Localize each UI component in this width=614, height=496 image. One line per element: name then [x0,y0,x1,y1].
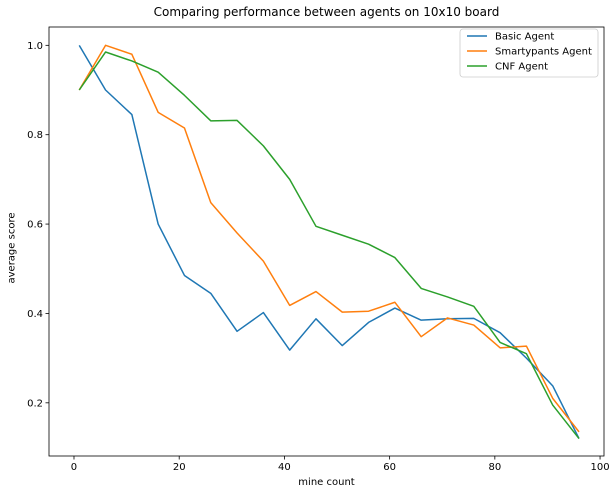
chart-title: Comparing performance between agents on … [153,5,500,19]
x-tick-label: 20 [173,462,186,473]
x-tick-label: 0 [71,462,77,473]
y-tick-label: 0.4 [27,309,43,320]
x-tick-label: 60 [383,462,396,473]
x-axis-label: mine count [298,477,355,488]
y-tick-label: 0.6 [27,220,43,231]
legend: Basic Agent Smartypants Agent CNF Agent [459,28,599,78]
legend-label-smartypants: Smartypants Agent [495,47,592,58]
legend-label-basic: Basic Agent [495,32,554,43]
plot-area-frame [48,26,605,457]
y-axis-label: average score [6,212,18,284]
legend-box [459,28,599,78]
series-line-basic [78,44,580,439]
x-tick-label: 40 [278,462,291,473]
x-tick-label: 100 [591,462,610,473]
y-tick-label: 0.8 [27,130,43,141]
series-line-smartypants [78,44,580,433]
legend-label-cnf: CNF Agent [495,62,548,73]
y-tick-label: 1.0 [27,41,43,52]
series-line-cnf [78,51,580,440]
x-tick-label: 80 [488,462,501,473]
y-tick-label: 0.2 [27,398,43,409]
